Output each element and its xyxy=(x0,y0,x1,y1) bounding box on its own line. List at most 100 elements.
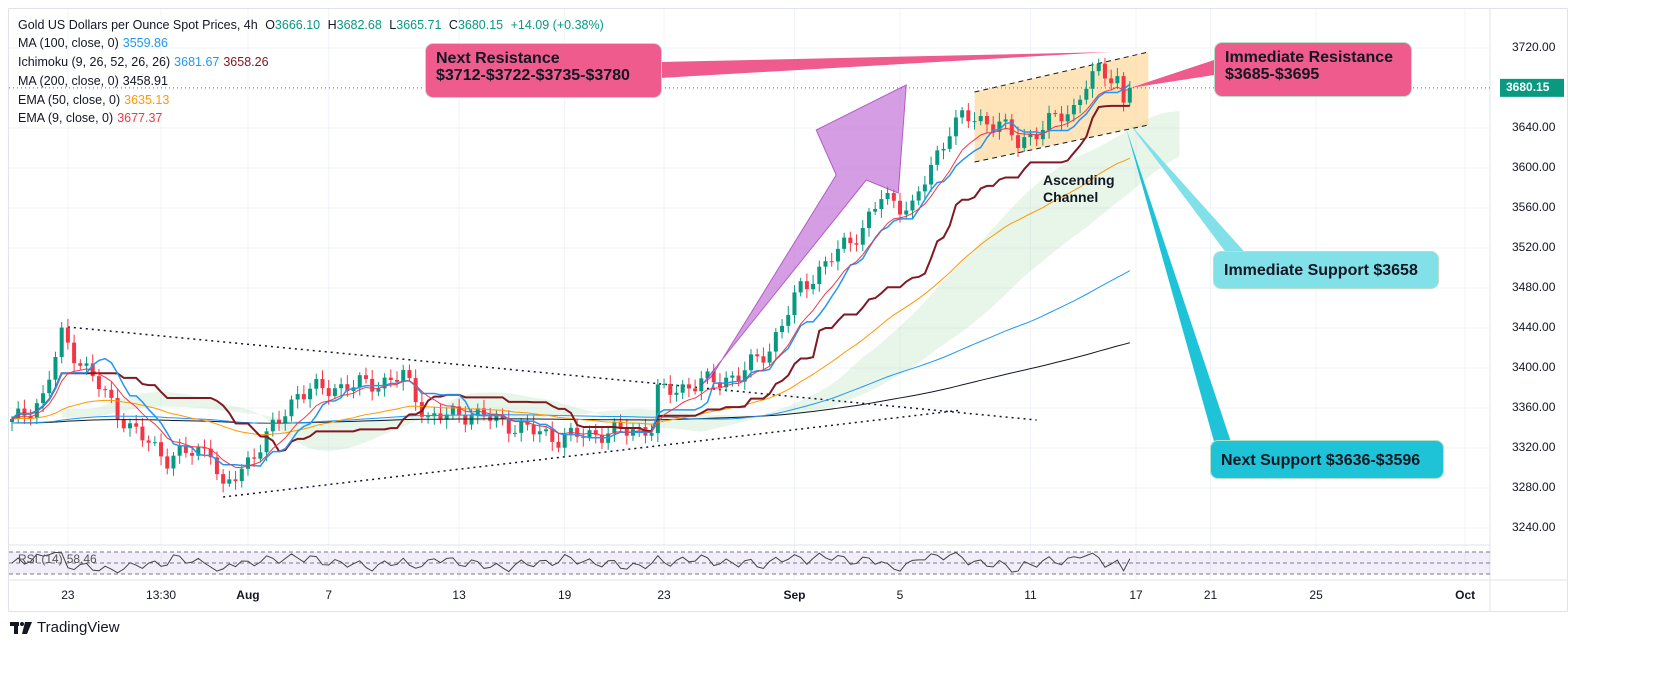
candle-body xyxy=(866,211,871,228)
price-tick-label: 3600.00 xyxy=(1512,160,1556,174)
candle-body xyxy=(717,382,722,388)
candle-body xyxy=(916,191,921,201)
candle-body xyxy=(190,452,195,456)
tradingview-logo[interactable]: TradingView xyxy=(10,619,120,636)
candle-body xyxy=(469,415,474,425)
candle-body xyxy=(1102,63,1107,79)
last-price-marker xyxy=(1500,78,1564,97)
candle-body xyxy=(513,432,518,434)
rsi-legend[interactable]: RSI (14) 58.46 xyxy=(18,552,101,566)
candle-body xyxy=(264,431,269,453)
candle-body xyxy=(891,193,896,201)
candle-body xyxy=(463,415,468,425)
candle-body xyxy=(308,388,313,400)
candle-body xyxy=(742,370,747,382)
candle-body xyxy=(544,429,549,432)
candle-body xyxy=(84,363,89,366)
candle-body xyxy=(711,371,716,383)
candle-body xyxy=(152,442,157,444)
candle-body xyxy=(78,363,83,366)
candle-body xyxy=(1003,119,1008,122)
callout-text: Immediate Support $3658 xyxy=(1224,262,1418,279)
candle-body xyxy=(115,397,120,420)
triangle-upper-line xyxy=(67,326,1037,421)
candle-body xyxy=(885,193,890,200)
open-label: O xyxy=(265,18,275,32)
candle-body xyxy=(395,380,400,382)
callout-levels: $3712-$3722-$3735-$3780 xyxy=(436,67,630,84)
next-support-callout[interactable]: Next Support $3636-$3596 xyxy=(1210,440,1444,479)
channel-label: Ascending Channel xyxy=(1043,172,1115,206)
candle-body xyxy=(438,413,443,420)
candle-body xyxy=(537,431,542,435)
ichimoku-base-line xyxy=(11,104,1130,453)
immediate-support-callout[interactable]: Immediate Support $3658 xyxy=(1213,251,1439,289)
candle-body xyxy=(283,416,288,424)
candle-body xyxy=(1022,137,1027,148)
candle-body xyxy=(972,121,977,123)
candle-body xyxy=(233,479,238,482)
next-resistance-callout[interactable]: Next Resistance $3712-$3722-$3735-$3780 xyxy=(425,43,662,98)
next-resistance-pointer xyxy=(660,52,1110,78)
triangle-lower-line xyxy=(223,409,963,498)
candle-body xyxy=(1047,113,1052,130)
time-tick-label: 13 xyxy=(452,588,466,602)
indicator-ema9[interactable]: EMA (9, close, 0) 3677.37 xyxy=(18,111,166,125)
immediate-resistance-callout[interactable]: Immediate Resistance $3685-$3695 xyxy=(1214,42,1412,97)
candle-body xyxy=(898,200,903,215)
callout-title: Next Resistance xyxy=(436,50,560,67)
candle-body xyxy=(339,384,344,389)
symbol-header: Gold US Dollars per Ounce Spot Prices, 4… xyxy=(18,18,608,32)
candle-body xyxy=(22,408,27,416)
candle-body xyxy=(941,148,946,151)
candle-body xyxy=(966,110,971,122)
candle-body xyxy=(258,452,263,459)
candle-body xyxy=(196,447,201,456)
indicator-value-2: 3658.26 xyxy=(223,55,269,69)
price-tick-label: 3400.00 xyxy=(1512,360,1556,374)
candle-body xyxy=(525,421,530,425)
channel-label-line-1: Ascending xyxy=(1043,172,1115,188)
candle-body xyxy=(376,388,381,392)
indicator-ma200[interactable]: MA (200, close, 0) 3458.91 xyxy=(18,74,172,88)
candle-body xyxy=(991,124,996,132)
time-tick-label: 7 xyxy=(325,588,333,602)
candle-body xyxy=(140,426,145,441)
candle-body xyxy=(208,448,213,458)
candle-body xyxy=(295,394,300,400)
callout-levels: $3685-$3695 xyxy=(1225,66,1320,83)
indicator-ichimoku[interactable]: Ichimoku (9, 26, 52, 26, 26) 3681.67 3658.… xyxy=(18,55,273,69)
candle-body xyxy=(854,243,859,245)
candle-body xyxy=(475,408,480,416)
candle-body xyxy=(90,363,95,377)
candle-body xyxy=(953,117,958,137)
immediate-support-pointer xyxy=(1128,122,1250,258)
time-tick-label: Aug xyxy=(236,588,260,602)
candle-body xyxy=(72,342,77,364)
candle-body xyxy=(904,210,909,215)
candle-body xyxy=(289,399,294,417)
time-tick-label: 17 xyxy=(1129,588,1143,602)
candle-body xyxy=(134,423,139,427)
ma200-line xyxy=(11,342,1130,424)
price-tick-label: 3720.00 xyxy=(1512,40,1556,54)
candle-body xyxy=(165,456,170,469)
candle-body xyxy=(183,445,188,453)
indicator-ma100[interactable]: MA (100, close, 0) 3559.86 xyxy=(18,36,172,50)
symbol-title: Gold US Dollars per Ounce Spot Prices, 4… xyxy=(18,18,258,32)
indicator-ema50[interactable]: EMA (50, close, 0) 3635.13 xyxy=(18,93,173,107)
rsi-line xyxy=(11,551,1131,574)
candle-body xyxy=(792,292,797,316)
price-tick-label: 3320.00 xyxy=(1512,440,1556,454)
candle-body xyxy=(556,441,561,448)
indicator-value: 3635.13 xyxy=(124,93,170,107)
indicator-name: MA (100, close, 0) xyxy=(18,36,119,50)
candle-body xyxy=(1009,119,1014,136)
candle-body xyxy=(929,164,934,185)
candle-body xyxy=(413,378,418,403)
candle-body xyxy=(1065,114,1070,122)
candle-body xyxy=(767,351,772,363)
candle-body xyxy=(1127,87,1132,103)
candle-body xyxy=(245,457,250,469)
candle-body xyxy=(649,433,654,436)
